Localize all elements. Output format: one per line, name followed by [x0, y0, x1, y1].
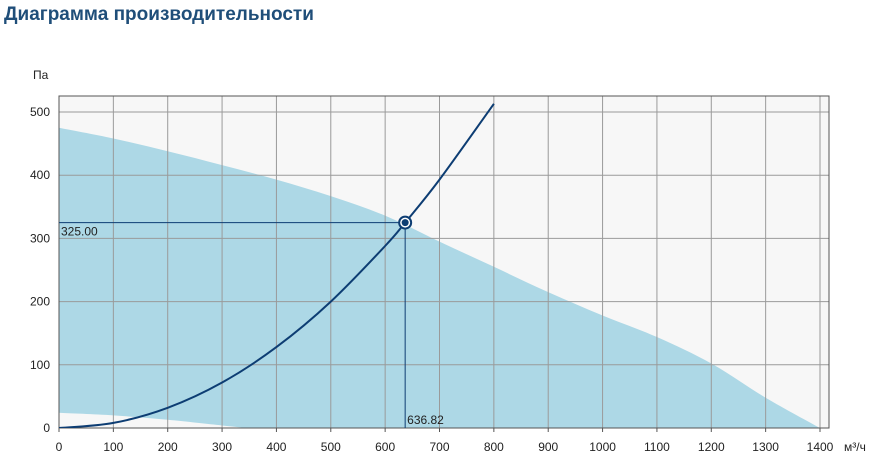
y-axis-unit: Па: [33, 68, 49, 82]
x-tick-label-200: 200: [158, 440, 178, 454]
x-axis-unit: м³/ч: [844, 440, 866, 454]
operating-point-dot: [401, 219, 409, 227]
x-tick-label-100: 100: [103, 440, 123, 454]
y-tick-label-500: 500: [30, 105, 50, 119]
y-tick-label-400: 400: [30, 168, 50, 182]
x-tick-label-300: 300: [212, 440, 232, 454]
plot-frame: [58, 95, 830, 429]
y-tick-label-0: 0: [43, 421, 50, 435]
x-tick-label-1000: 1000: [589, 440, 616, 454]
y-tick-label-300: 300: [30, 231, 50, 245]
x-tick-label-600: 600: [375, 440, 395, 454]
x-tick-label-900: 900: [538, 440, 558, 454]
x-tick-label-1300: 1300: [752, 440, 779, 454]
grid-layer: [58, 95, 830, 432]
operating-point-pressure-label: 325.00: [61, 225, 98, 239]
system-curve-layer: [59, 103, 495, 428]
x-tick-label-1100: 1100: [644, 440, 670, 454]
system-curve: [59, 103, 495, 428]
x-tick-label-1400: 1400: [807, 440, 834, 454]
x-tick-label-700: 700: [429, 440, 449, 454]
x-tick-label-800: 800: [484, 440, 504, 454]
x-tick-label-1200: 1200: [698, 440, 725, 454]
y-tick-label-100: 100: [30, 358, 50, 372]
x-tick-label-0: 0: [56, 440, 63, 454]
x-tick-label-400: 400: [266, 440, 286, 454]
y-tick-labels: 0 100 200 300 400 500: [30, 105, 50, 435]
operating-point-flow-label: 636.82: [407, 413, 444, 427]
x-tick-label-500: 500: [321, 440, 341, 454]
page-title: Диаграмма производительности: [4, 4, 314, 25]
x-tick-labels: 0 100 200 300 400 500 600 700 800 900 1000 1100 1200…: [56, 440, 834, 454]
y-tick-label-200: 200: [30, 295, 50, 309]
